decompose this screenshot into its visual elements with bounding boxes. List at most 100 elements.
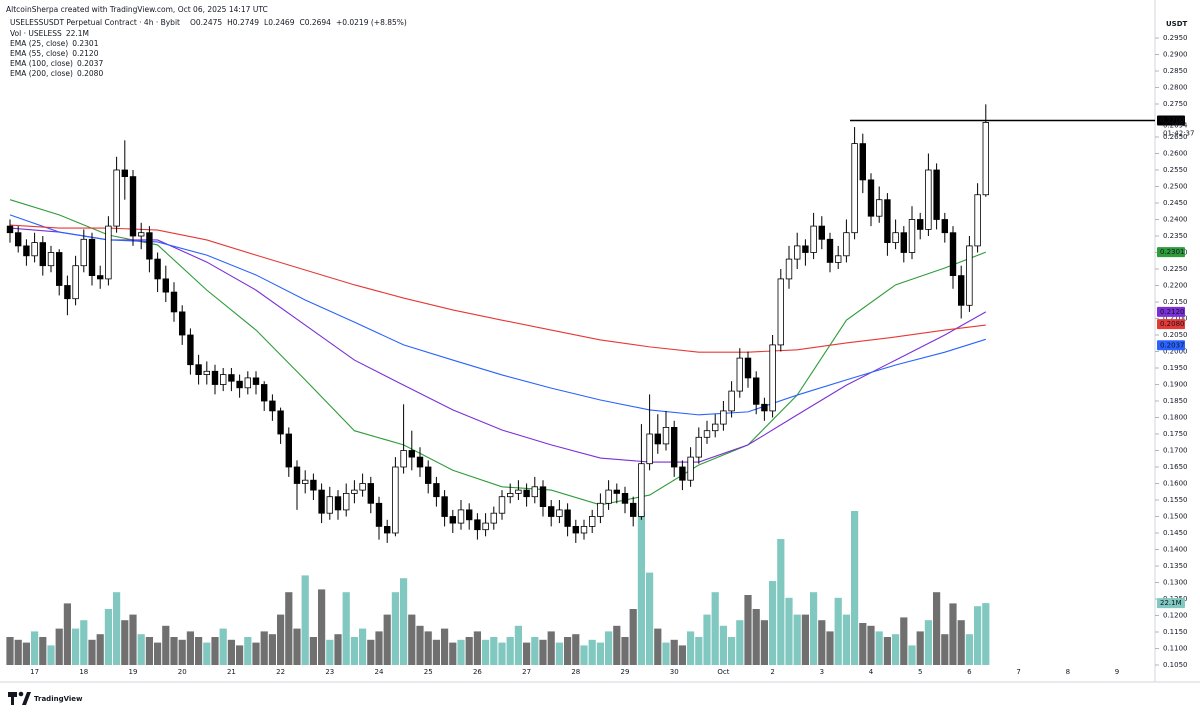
candle-body: [835, 255, 842, 263]
ema-axis-label-box: [1157, 247, 1185, 258]
volume-bar: [408, 614, 416, 665]
y-tick-label: 0.1950: [1163, 364, 1188, 372]
candle-body: [56, 252, 63, 286]
candle-body: [818, 225, 825, 240]
candle-body: [408, 450, 415, 458]
candle-body: [605, 489, 612, 504]
volume-bar: [588, 639, 596, 665]
volume-bar: [473, 631, 481, 665]
last-price-label: 0.2694: [1163, 121, 1188, 129]
candle-body: [23, 245, 30, 257]
volume-bar: [662, 642, 670, 665]
candle-body: [687, 456, 694, 481]
y-tick-label: 0.2450: [1163, 199, 1188, 207]
volume-bar: [96, 634, 104, 665]
candle-body: [334, 496, 342, 511]
candle-body: [744, 357, 752, 379]
candle-body: [753, 377, 760, 405]
ema-axis-label-box: [1157, 319, 1185, 330]
x-tick-label: 27: [522, 668, 531, 676]
volume-bar: [137, 634, 145, 665]
volume-bar: [14, 639, 22, 665]
y-tick-label: 0.1450: [1163, 529, 1188, 537]
volume-bar: [391, 592, 399, 665]
volume-bar: [211, 637, 219, 665]
candle-body: [630, 502, 637, 517]
candle-body: [884, 199, 891, 243]
candle-body: [310, 479, 317, 491]
volume-bar: [900, 617, 908, 665]
y-tick-label: 0.2500: [1163, 183, 1188, 191]
ema-line: [9, 214, 986, 416]
candle-body: [720, 410, 727, 425]
candle-body: [621, 492, 629, 504]
volume-bar: [236, 645, 244, 665]
volume-bar: [810, 592, 818, 665]
volume-bar: [285, 592, 293, 665]
candle-body: [64, 285, 71, 300]
volume-bar: [301, 575, 309, 665]
candle-body: [564, 509, 571, 527]
candle-body: [949, 232, 957, 276]
volume-bar: [506, 637, 514, 665]
candle-body: [326, 496, 333, 514]
candle-body: [457, 509, 465, 524]
candle-body: [31, 242, 38, 257]
candle-body: [219, 374, 227, 385]
candle-body: [416, 456, 424, 468]
brand: TradingView: [34, 695, 83, 703]
volume-bar: [719, 625, 727, 665]
candle-body: [211, 370, 219, 385]
volume-bar: [63, 603, 71, 665]
candle-body: [392, 466, 399, 534]
y-tick-label: 0.2850: [1163, 67, 1188, 75]
candle-body: [252, 377, 260, 385]
y-tick-label: 0.2350: [1163, 232, 1188, 240]
legend-value: 22.1M: [66, 29, 89, 38]
candle-body: [170, 291, 178, 313]
volume-bar: [457, 639, 465, 665]
symbol: USELESSUSDT Perpetual Contract · 4h · By…: [10, 18, 180, 27]
volume-bar: [260, 631, 268, 665]
volume-bar: [974, 606, 982, 665]
y-tick-label: 0.1800: [1163, 414, 1188, 422]
y-tick-label: 0.2800: [1163, 84, 1188, 92]
x-tick-label: 2: [770, 668, 774, 676]
x-tick-label: 8: [1066, 668, 1070, 676]
y-tick-label: 0.1500: [1163, 513, 1188, 521]
candle-body: [900, 232, 907, 253]
candle-body: [572, 526, 579, 534]
candle-body: [662, 426, 670, 445]
y-tick-label: 0.2100: [1163, 315, 1188, 323]
candle-body: [39, 242, 46, 267]
candle-body: [548, 506, 555, 517]
countdown: 01:42:37: [1163, 129, 1194, 137]
candle-body: [137, 232, 145, 237]
candle-body: [195, 364, 202, 376]
volume-bar: [449, 642, 457, 665]
volume-bar: [687, 631, 695, 665]
candle-body: [449, 516, 456, 524]
volume-bar: [334, 634, 342, 665]
candle-body: [506, 492, 514, 498]
candle-body: [88, 238, 96, 277]
candle-body: [859, 143, 866, 181]
candle-body: [843, 232, 850, 257]
volume-bar: [596, 642, 604, 665]
y-tick-label: 0.2200: [1163, 282, 1188, 290]
volume-bar: [736, 620, 744, 665]
ema-axis-label: 0.2120: [1160, 308, 1185, 316]
volume-bar: [252, 642, 260, 665]
candle-body: [260, 384, 268, 402]
volume-bar: [498, 642, 506, 665]
volume-bar: [6, 637, 14, 665]
candle-body: [712, 423, 719, 432]
candle-body: [490, 512, 497, 524]
ema-axis-label-box: [1157, 306, 1185, 317]
candle-body: [121, 169, 128, 177]
y-tick-label: 0.2050: [1163, 331, 1188, 339]
candle-body: [810, 225, 817, 253]
candle-body: [974, 194, 981, 247]
volume-bar: [547, 631, 555, 665]
ohlc-value: L0.2469: [264, 18, 295, 27]
